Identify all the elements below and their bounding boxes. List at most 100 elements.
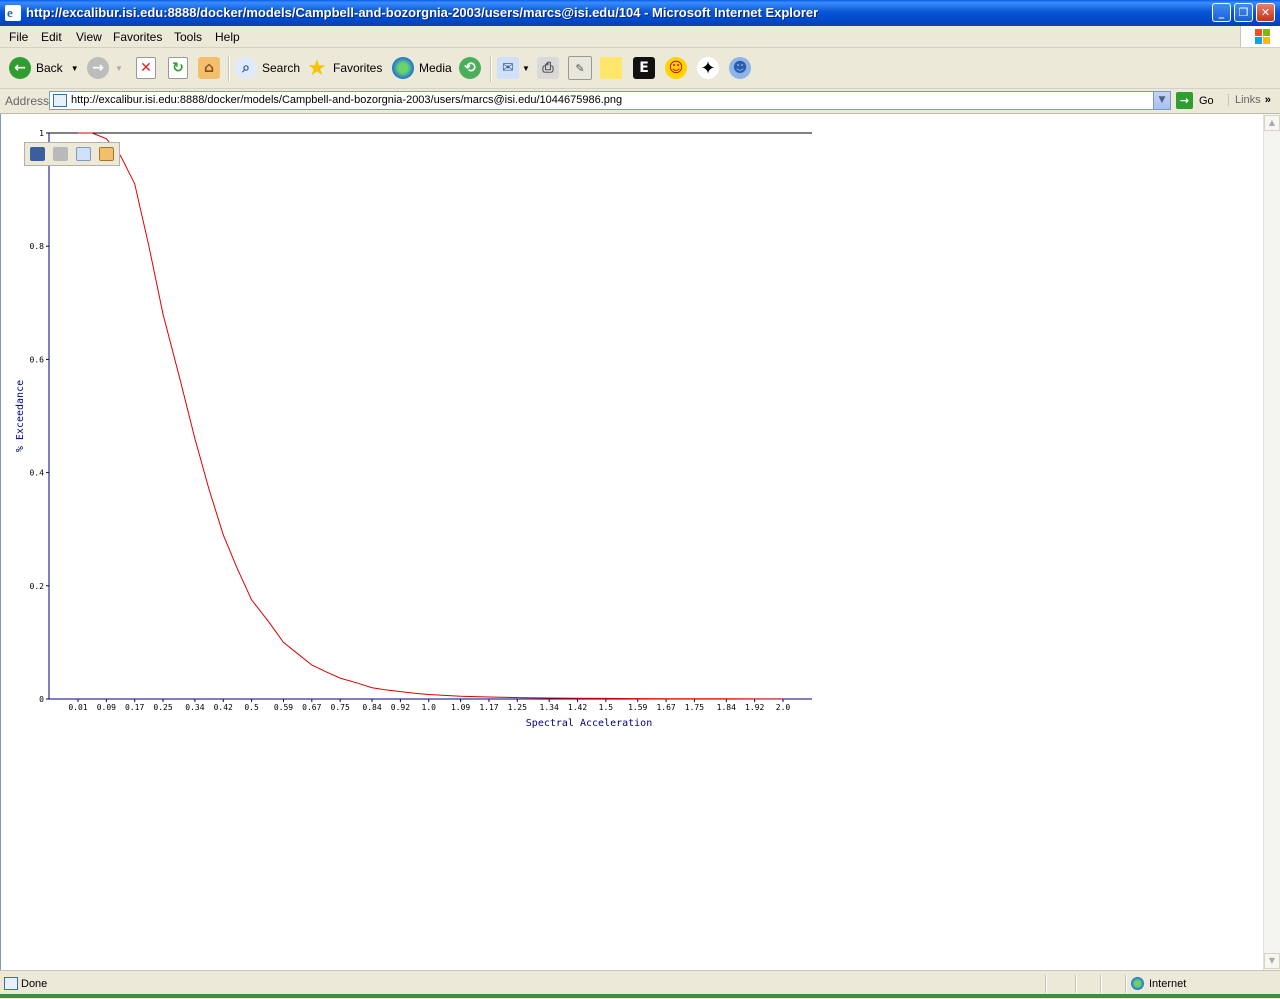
save-image-icon[interactable] xyxy=(30,147,45,161)
x-tick-label: 1.25 xyxy=(508,703,527,712)
security-zone-label: Internet xyxy=(1149,978,1187,990)
status-text: Done xyxy=(21,978,48,990)
x-tick-label: 2.0 xyxy=(776,703,791,712)
home-button[interactable]: ⌂ xyxy=(198,56,220,80)
back-dropdown-icon[interactable]: ▼ xyxy=(70,63,79,73)
edit-button[interactable]: ✎ xyxy=(568,56,592,80)
back-arrow-icon: ← xyxy=(9,57,31,79)
email-image-icon[interactable] xyxy=(76,147,91,161)
status-divider xyxy=(1100,975,1102,993)
x-tick-label: 0.92 xyxy=(391,703,410,712)
star-icon: ★ xyxy=(307,55,327,81)
taskbar-strip xyxy=(0,994,1280,998)
links-label: Links xyxy=(1235,94,1261,106)
x-tick-label: 0.09 xyxy=(97,703,116,712)
close-button[interactable]: ✕ xyxy=(1256,3,1275,22)
window-title: http://excalibur.isi.edu:8888/docker/mod… xyxy=(26,5,819,20)
standard-toolbar: ← Back ▼ → ▼ ✕ ↻ ⌂ ⌕ Search ★ Favorites … xyxy=(0,48,1280,89)
x-tick-label: 1.42 xyxy=(568,703,587,712)
mail-button[interactable]: ✉ ▼ xyxy=(497,56,530,80)
x-tick-label: 0.67 xyxy=(302,703,321,712)
address-url[interactable]: http://excalibur.isi.edu:8888/docker/mod… xyxy=(71,94,623,106)
x-tick-label: 0.59 xyxy=(274,703,293,712)
search-icon: ⌕ xyxy=(235,57,257,79)
x-tick-label: 0.25 xyxy=(153,703,172,712)
my-pictures-icon[interactable] xyxy=(99,147,114,161)
discuss-button[interactable] xyxy=(600,56,622,80)
menu-help[interactable]: Help xyxy=(215,30,240,44)
media-globe-icon xyxy=(392,57,414,79)
y-tick-label: 0.4 xyxy=(30,469,45,478)
x-tick-label: 1.17 xyxy=(479,703,498,712)
research-book-icon: E xyxy=(633,57,655,79)
status-divider xyxy=(1125,975,1127,993)
x-tick-label: 0.34 xyxy=(185,703,204,712)
vertical-scrollbar[interactable]: ▲ ▼ xyxy=(1263,114,1280,970)
chart-series xyxy=(78,132,783,700)
favorites-button[interactable]: ★ Favorites xyxy=(306,55,383,81)
minimize-button[interactable]: _ xyxy=(1212,3,1231,22)
y-tick-label: 0 xyxy=(39,695,44,704)
back-button[interactable]: ← Back ▼ xyxy=(9,56,79,80)
aim-button[interactable]: ✦ xyxy=(697,56,719,80)
x-tick-label: 1.84 xyxy=(717,703,736,712)
x-tick-label: 0.42 xyxy=(214,703,233,712)
forward-dropdown-icon[interactable]: ▼ xyxy=(115,63,123,73)
chevron-right-icon[interactable]: » xyxy=(1264,94,1271,106)
running-man-icon: ✦ xyxy=(697,57,719,79)
forward-button[interactable]: → ▼ xyxy=(87,56,123,80)
refresh-button[interactable]: ↻ xyxy=(168,56,188,80)
refresh-icon: ↻ xyxy=(168,57,188,79)
exceedance-chart: 0.01 0.09 0.17 0.25 0.34 0.42 0.5 0.59 0.67 0.75 0… xyxy=(15,129,812,729)
go-button[interactable]: → Go xyxy=(1176,92,1214,109)
print-button[interactable]: ⎙ xyxy=(537,56,559,80)
menu-file[interactable]: File xyxy=(9,30,29,44)
media-button[interactable]: Media xyxy=(392,56,452,80)
maximize-button[interactable]: ❐ xyxy=(1234,3,1253,22)
menu-view[interactable]: View xyxy=(76,30,102,44)
history-button[interactable]: ⟲ xyxy=(459,56,481,80)
search-button[interactable]: ⌕ Search xyxy=(235,56,300,80)
scroll-down-icon[interactable]: ▼ xyxy=(1264,953,1280,969)
scroll-up-icon[interactable]: ▲ xyxy=(1264,115,1280,131)
print-image-icon[interactable] xyxy=(53,147,68,161)
y-tick-label: 0.8 xyxy=(30,242,45,251)
links-toolbar[interactable]: Links» xyxy=(1228,94,1271,106)
exceedance-line xyxy=(78,132,783,700)
y-tick-label: 0.6 xyxy=(30,355,45,364)
menu-tools[interactable]: Tools xyxy=(174,30,203,44)
ie-icon[interactable]: e xyxy=(5,5,21,21)
note-icon xyxy=(600,57,622,79)
smiley-icon: ☺ xyxy=(665,57,687,79)
search-label: Search xyxy=(262,61,301,75)
menu-favorites[interactable]: Favorites xyxy=(113,30,163,44)
address-dropdown-icon[interactable]: ▼ xyxy=(1153,92,1170,109)
toolbar-separator xyxy=(490,56,492,82)
x-tick-label: 1.34 xyxy=(540,703,559,712)
status-divider xyxy=(1075,975,1077,993)
menu-edit[interactable]: Edit xyxy=(41,30,62,44)
printer-icon: ⎙ xyxy=(537,57,559,79)
image-toolbar xyxy=(24,142,120,166)
mail-dropdown-icon[interactable]: ▼ xyxy=(522,63,530,73)
internet-zone-icon xyxy=(1131,977,1144,990)
page-status-icon xyxy=(4,977,18,990)
messenger-button[interactable]: ☺ xyxy=(665,56,687,80)
stop-button[interactable]: ✕ xyxy=(136,56,156,80)
x-tick-label: 0.01 xyxy=(68,703,87,712)
research-button[interactable]: E xyxy=(633,56,655,80)
forward-arrow-icon: → xyxy=(87,57,109,79)
back-label: Back xyxy=(36,61,63,75)
menu-bar: File Edit View Favorites Tools Help xyxy=(0,26,1280,48)
x-axis-label: Spectral Acceleration xyxy=(526,718,652,729)
x-tick-label: 0.75 xyxy=(331,703,350,712)
y-tick-label: 1 xyxy=(39,129,44,138)
x-tick-label: 0.17 xyxy=(125,703,144,712)
address-input[interactable]: http://excalibur.isi.edu:8888/docker/mod… xyxy=(49,91,1171,110)
y-ticks: 0 0.2 0.4 0.6 0.8 1 xyxy=(30,129,49,704)
contacts-button[interactable]: ☻ xyxy=(729,56,751,80)
favorites-label: Favorites xyxy=(333,61,383,75)
media-label: Media xyxy=(419,61,452,75)
edit-page-icon: ✎ xyxy=(568,56,592,80)
page-content: 0.01 0.09 0.17 0.25 0.34 0.42 0.5 0.59 0.67 0.75 0… xyxy=(0,114,1263,970)
